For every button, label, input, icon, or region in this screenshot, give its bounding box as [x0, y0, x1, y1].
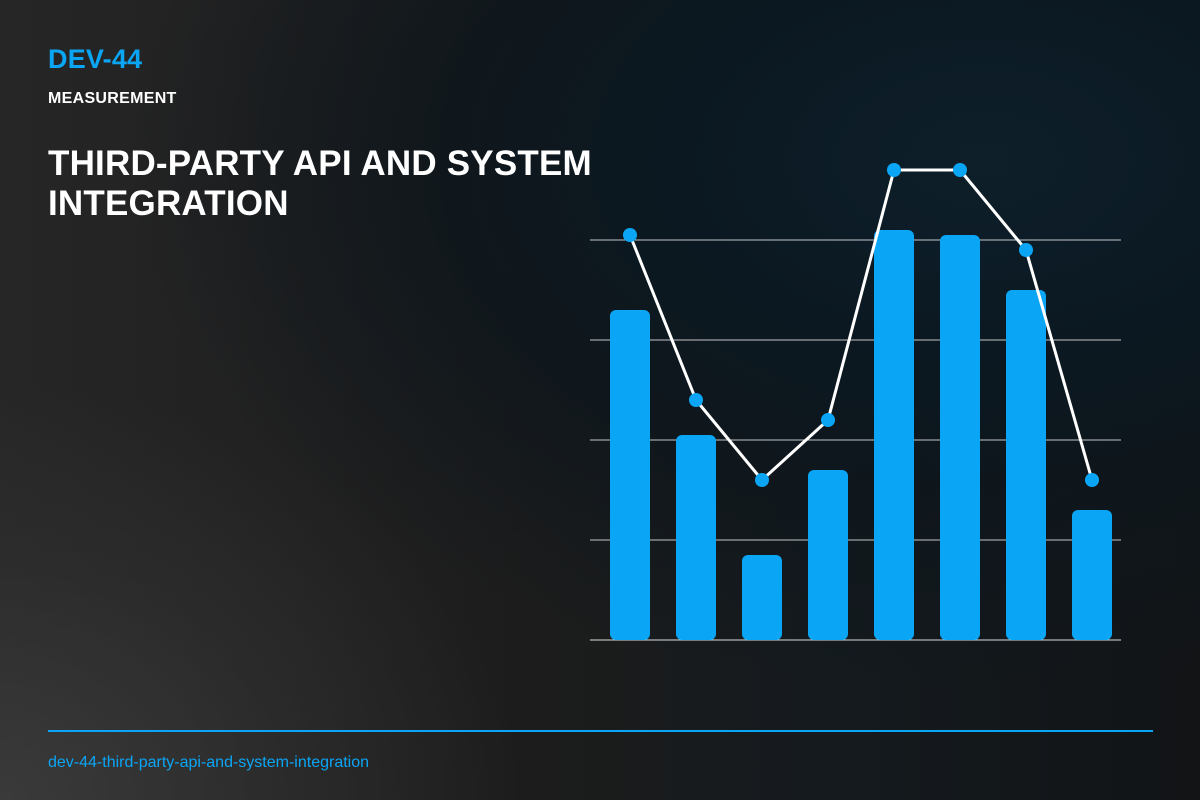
- bar: [874, 230, 914, 640]
- line-point: [755, 473, 769, 487]
- line-point: [1085, 473, 1099, 487]
- bar: [940, 235, 980, 640]
- bar-series: [610, 230, 1112, 640]
- line-point: [1019, 243, 1033, 257]
- bar: [742, 555, 782, 640]
- line-series: [623, 163, 1099, 487]
- bar: [676, 435, 716, 640]
- line-point: [887, 163, 901, 177]
- line-point: [821, 413, 835, 427]
- line-point: [623, 228, 637, 242]
- bar: [1006, 290, 1046, 640]
- line-point: [689, 393, 703, 407]
- bar: [808, 470, 848, 640]
- category-label: MEASUREMENT: [48, 90, 177, 107]
- line-point: [953, 163, 967, 177]
- bar: [1072, 510, 1112, 640]
- series-line: [628, 168, 1094, 482]
- footer-divider: [48, 730, 1153, 732]
- page-title: THIRD-PARTY API AND SYSTEM INTEGRATION: [48, 144, 592, 223]
- slide-code: DEV-44: [48, 44, 143, 74]
- bar: [610, 310, 650, 640]
- footer-slug: dev-44-third-party-api-and-system-integr…: [48, 754, 370, 771]
